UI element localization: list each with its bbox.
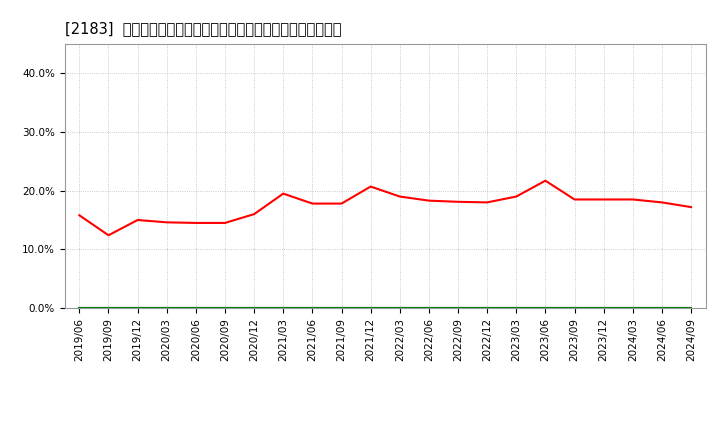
在庫 xyxy=(687,305,696,311)
買入債務 xyxy=(279,305,287,311)
買入債務 xyxy=(425,305,433,311)
在庫 xyxy=(512,305,521,311)
売上債権 xyxy=(308,201,317,206)
買入債務 xyxy=(104,305,113,311)
在庫 xyxy=(541,305,550,311)
Line: 売上債権: 売上債権 xyxy=(79,181,691,235)
在庫 xyxy=(570,305,579,311)
売上債権 xyxy=(192,220,200,226)
売上債権 xyxy=(657,200,666,205)
在庫 xyxy=(75,305,84,311)
在庫 xyxy=(220,305,229,311)
買入債務 xyxy=(308,305,317,311)
在庫 xyxy=(629,305,637,311)
買入債務 xyxy=(599,305,608,311)
売上債権 xyxy=(629,197,637,202)
売上債権 xyxy=(454,199,462,205)
売上債権 xyxy=(687,205,696,210)
売上債権 xyxy=(163,220,171,225)
売上債権 xyxy=(366,184,375,189)
売上債権 xyxy=(541,178,550,183)
在庫 xyxy=(425,305,433,311)
売上債権 xyxy=(395,194,404,199)
売上債権 xyxy=(483,200,492,205)
在庫 xyxy=(192,305,200,311)
売上債権 xyxy=(512,194,521,199)
買入債務 xyxy=(512,305,521,311)
在庫 xyxy=(337,305,346,311)
売上債権 xyxy=(250,212,258,217)
買入債務 xyxy=(395,305,404,311)
売上債権 xyxy=(337,201,346,206)
買入債務 xyxy=(220,305,229,311)
買入債務 xyxy=(570,305,579,311)
売上債権 xyxy=(220,220,229,226)
買入債務 xyxy=(133,305,142,311)
在庫 xyxy=(599,305,608,311)
買入債務 xyxy=(366,305,375,311)
売上債権 xyxy=(425,198,433,203)
買入債務 xyxy=(541,305,550,311)
買入債務 xyxy=(337,305,346,311)
在庫 xyxy=(250,305,258,311)
在庫 xyxy=(657,305,666,311)
在庫 xyxy=(395,305,404,311)
在庫 xyxy=(279,305,287,311)
買入債務 xyxy=(657,305,666,311)
売上債権 xyxy=(570,197,579,202)
Text: [2183]  売上債権、在庫、買入債務の総資産に対する比率の推移: [2183] 売上債権、在庫、買入債務の総資産に対する比率の推移 xyxy=(65,21,341,36)
買入債務 xyxy=(687,305,696,311)
売上債権 xyxy=(75,213,84,218)
在庫 xyxy=(366,305,375,311)
売上債権 xyxy=(599,197,608,202)
在庫 xyxy=(454,305,462,311)
買入債務 xyxy=(75,305,84,311)
在庫 xyxy=(308,305,317,311)
在庫 xyxy=(104,305,113,311)
買入債務 xyxy=(192,305,200,311)
買入債務 xyxy=(250,305,258,311)
買入債務 xyxy=(629,305,637,311)
買入債務 xyxy=(454,305,462,311)
在庫 xyxy=(163,305,171,311)
買入債務 xyxy=(163,305,171,311)
売上債権 xyxy=(104,233,113,238)
売上債権 xyxy=(279,191,287,196)
在庫 xyxy=(483,305,492,311)
買入債務 xyxy=(483,305,492,311)
在庫 xyxy=(133,305,142,311)
売上債権 xyxy=(133,217,142,223)
